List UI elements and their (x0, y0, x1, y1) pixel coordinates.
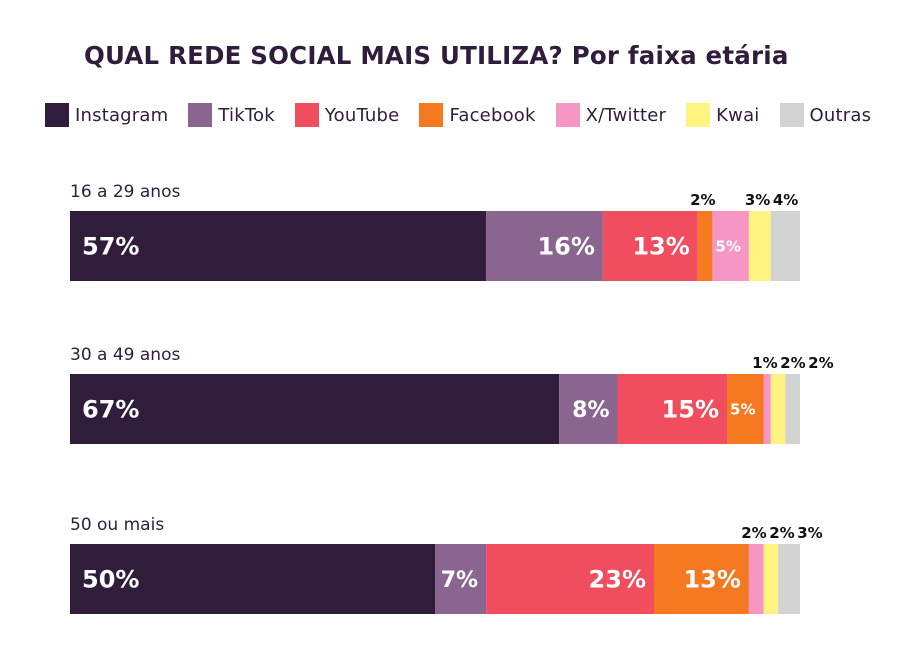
bar-segment-kwai-50-ou-mais (763, 544, 779, 614)
data-label-outras-16-a-29-anos: 4% (773, 191, 798, 209)
chart-legend: Instagram TikTok YouTube Facebook X/Twitter K… (45, 102, 891, 128)
legend-label: Facebook (449, 104, 536, 126)
data-label-tiktok-50-ou-mais: 7% (441, 568, 478, 593)
group-label-30-a-49-anos: 30 a 49 anos (70, 345, 180, 365)
data-label-x-twitter-16-a-29-anos: 5% (715, 237, 740, 255)
data-label-x-twitter-50-ou-mais: 2% (741, 524, 766, 542)
bar-segment-instagram-16-a-29-anos (70, 211, 487, 281)
legend-label: X/Twitter (585, 104, 667, 126)
bar-segment-x-twitter-30-a-49-anos (763, 374, 771, 444)
bar-segment-tiktok-16-a-29-anos (486, 211, 603, 281)
data-label-youtube-16-a-29-anos: 13% (632, 233, 689, 261)
data-label-facebook-50-ou-mais: 13% (683, 566, 740, 594)
bar-segment-kwai-30-a-49-anos (770, 374, 786, 444)
legend-swatch (419, 103, 444, 127)
legend-swatch (45, 103, 69, 127)
legend-item-facebook: Facebook (419, 103, 535, 127)
legend-label: YouTube (324, 104, 400, 126)
data-label-tiktok-30-a-49-anos: 8% (572, 398, 609, 423)
bar-segment-youtube-50-ou-mais (486, 544, 654, 614)
legend-item-instagram: Instagram (45, 103, 168, 127)
legend-label: Outras (809, 104, 872, 126)
group-label-16-a-29-anos: 16 a 29 anos (70, 182, 180, 202)
data-label-kwai-50-ou-mais: 2% (769, 524, 794, 542)
bar-segment-kwai-16-a-29-anos (748, 211, 771, 281)
data-label-instagram-50-ou-mais: 50% (82, 566, 139, 594)
bar-segment-x-twitter-16-a-29-anos (712, 211, 749, 281)
bar-segment-facebook-16-a-29-anos (697, 211, 713, 281)
legend-swatch (686, 103, 711, 127)
bar-segment-instagram-50-ou-mais (70, 544, 435, 614)
data-label-x-twitter-30-a-49-anos: 1% (752, 354, 777, 372)
data-label-youtube-30-a-49-anos: 15% (662, 396, 719, 424)
bar-segment-tiktok-30-a-49-anos (559, 374, 618, 444)
legend-label: Instagram (75, 104, 169, 126)
legend-item-tiktok: TikTok (188, 103, 275, 127)
bar-segment-outras-50-ou-mais (778, 544, 800, 614)
data-label-instagram-16-a-29-anos: 57% (82, 233, 139, 261)
data-label-outras-30-a-49-anos: 2% (808, 354, 833, 372)
data-label-facebook-30-a-49-anos: 5% (730, 400, 755, 418)
bar-segment-x-twitter-50-ou-mais (748, 544, 764, 614)
bar-segment-instagram-30-a-49-anos (70, 374, 560, 444)
group-label-50-ou-mais: 50 ou mais (70, 515, 164, 535)
data-label-youtube-50-ou-mais: 23% (589, 566, 646, 594)
data-label-facebook-16-a-29-anos: 2% (690, 191, 715, 209)
bar-segment-facebook-50-ou-mais (654, 544, 749, 614)
bar-segment-facebook-30-a-49-anos (727, 374, 764, 444)
legend-item-kwai: Kwai (686, 103, 759, 127)
data-label-kwai-30-a-49-anos: 2% (780, 354, 805, 372)
legend-item-x-twitter: X/Twitter (555, 103, 667, 127)
legend-swatch (188, 103, 213, 127)
legend-swatch (779, 103, 804, 127)
bar-segment-tiktok-50-ou-mais (435, 544, 487, 614)
legend-label: Kwai (716, 104, 760, 126)
legend-item-outras: Outras (779, 103, 872, 127)
legend-swatch (555, 103, 580, 127)
data-label-tiktok-16-a-29-anos: 16% (537, 233, 594, 261)
bar-segment-youtube-30-a-49-anos (617, 374, 727, 444)
data-label-outras-50-ou-mais: 3% (797, 524, 822, 542)
bar-segment-outras-30-a-49-anos (785, 374, 800, 444)
legend-item-youtube: YouTube (294, 103, 400, 127)
data-label-instagram-30-a-49-anos: 67% (82, 396, 139, 424)
bar-segment-outras-16-a-29-anos (770, 211, 800, 281)
data-label-kwai-16-a-29-anos: 3% (745, 191, 770, 209)
legend-swatch (294, 103, 319, 127)
legend-label: TikTok (218, 104, 275, 126)
chart-title: QUAL REDE SOCIAL MAIS UTILIZA? Por faixa… (84, 41, 789, 70)
bar-segment-youtube-16-a-29-anos (602, 211, 698, 281)
